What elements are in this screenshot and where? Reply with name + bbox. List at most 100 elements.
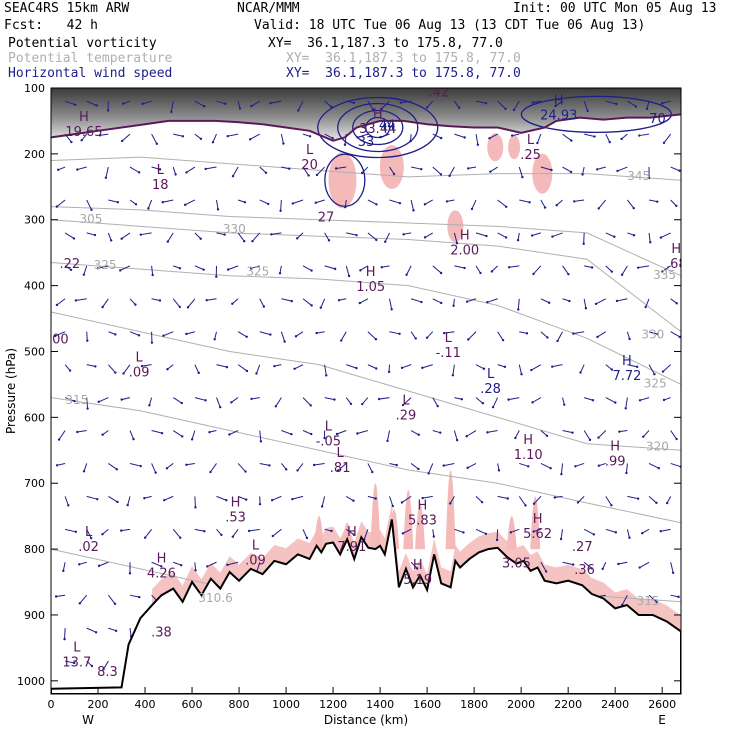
field-name-windspeed: Horizontal wind speed (8, 66, 173, 81)
wind-vector-head (665, 501, 669, 505)
wind-vector (324, 232, 330, 241)
wind-vector (86, 199, 92, 211)
wind-vector (194, 397, 206, 401)
wind-vector-head (154, 471, 157, 474)
wind-vector (410, 331, 417, 339)
pv-label-extremum-marker: H (610, 439, 620, 454)
wind-vector (251, 100, 261, 107)
wind-vector (453, 430, 458, 441)
wind-vector (670, 462, 681, 468)
x-tick-label: 1200 (319, 698, 347, 711)
wind-vector-head (610, 504, 613, 507)
wind-vector-head (547, 301, 551, 304)
wind-vector-head (72, 661, 76, 665)
wind-vector (497, 331, 504, 341)
wind-vector (86, 495, 98, 500)
wind-vector-head (54, 334, 57, 338)
wind-vector-head (57, 438, 61, 441)
wind-vector (320, 298, 326, 308)
wind-vector-head (102, 668, 105, 671)
wind-vector-head (70, 140, 73, 144)
wind-vector-head (120, 139, 124, 143)
wind-vector-head (202, 268, 205, 271)
wind-vector (216, 495, 227, 501)
wind-vector-head (662, 398, 666, 402)
wind-vector (108, 199, 118, 203)
wind-vector (562, 430, 573, 434)
wind-vector-head (93, 233, 97, 237)
wind-vector-head (432, 535, 435, 538)
wind-vector (449, 496, 455, 504)
axes: 0 200 400 600 800 1000 1200 1400 1600 1800 2000 220… (17, 82, 681, 711)
wind-vector-head (185, 171, 188, 174)
wind-vector (605, 232, 615, 238)
wind-vector-head (179, 536, 182, 539)
pv-label-extremum-marker: H (460, 229, 470, 244)
wind-vector (662, 265, 671, 272)
wind-vector (346, 364, 357, 369)
wind-vector-head (544, 570, 548, 573)
wind-vector (344, 199, 347, 208)
wind-vector (475, 134, 479, 145)
wind-vector-head (560, 472, 563, 476)
wind-vector-head (333, 267, 337, 271)
pv-label-value: 2.00 (450, 244, 479, 259)
wind-vector-head (244, 470, 247, 473)
wind-vector (562, 133, 572, 141)
wind-vector (595, 298, 607, 305)
pv-label-value: 4.26 (147, 566, 176, 581)
wind-vector (454, 528, 464, 533)
wind-vector-head (527, 465, 530, 468)
wind-vector (402, 528, 412, 534)
wind-vector (142, 100, 152, 105)
wind-vector (597, 331, 607, 338)
x-tick-label: 2000 (507, 698, 535, 711)
wind-vector (272, 528, 282, 537)
wind-vector-head (69, 268, 73, 272)
wind-vector-head (310, 432, 313, 436)
wind-vector (64, 364, 71, 371)
wind-vector (102, 298, 109, 308)
theta-label: 310.6 (198, 591, 232, 605)
wind-vector-head (463, 136, 466, 139)
wind-vector-head (101, 433, 104, 436)
wind-vector-head (57, 168, 60, 172)
wind-vector (367, 100, 374, 110)
wind-vector-head (245, 369, 249, 373)
wind-vector (444, 331, 455, 334)
wind-vector-head (524, 504, 527, 507)
wind-vector-head (392, 172, 396, 176)
wind-vector (121, 133, 131, 142)
wind-vector (227, 133, 239, 137)
wind-vector (670, 166, 680, 172)
wind-vector (302, 430, 312, 435)
wind-vector-head (223, 102, 227, 105)
wind-vector (508, 397, 520, 401)
wind-vector-head (638, 134, 641, 137)
wind-vector (361, 397, 369, 405)
wind-vector (428, 463, 434, 474)
wind-vector (336, 430, 347, 435)
wind-vector-head (205, 299, 208, 302)
wind-vector-head (248, 138, 252, 141)
wind-vector-head (597, 207, 600, 210)
wind-vector (321, 496, 326, 507)
wind-vector-head (181, 435, 184, 438)
wind-vector (151, 298, 161, 301)
convective-pv-column (415, 502, 426, 550)
wind-vector (432, 166, 442, 175)
wind-vector (531, 364, 542, 371)
wind-vector (105, 166, 109, 178)
wind-vector-head (170, 110, 173, 114)
wind-vector (107, 232, 112, 241)
pv-label-value: .09 (129, 366, 150, 381)
wind-speed-isotach (337, 102, 419, 153)
wind-vector (648, 232, 651, 243)
wind-vector (98, 397, 109, 403)
wind-vector-head (532, 272, 535, 276)
wind-vector (381, 100, 390, 110)
wind-vector-head (213, 338, 216, 341)
pv-label-extremum-marker: H (231, 495, 241, 510)
pv-label-extremum-marker: L (136, 351, 144, 366)
wind-vector (625, 397, 628, 409)
